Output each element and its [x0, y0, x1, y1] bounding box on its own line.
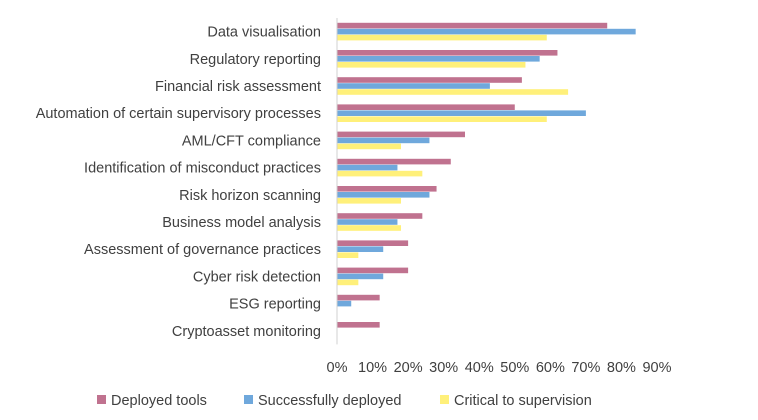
bar-successfully-deployed-identification-of-misconduct-practices — [337, 164, 398, 171]
bar-successfully-deployed-assessment-of-governance-practices — [337, 246, 384, 252]
category-label-financial-risk-assessment: Financial risk assessment — [155, 79, 321, 95]
bar-successfully-deployed-cyber-risk-detection — [337, 273, 384, 280]
bar-deployed-tools-esg-reporting — [337, 294, 380, 301]
x-tick-label: 20% — [394, 360, 423, 376]
bar-successfully-deployed-aml-cft-compliance — [337, 137, 430, 144]
bar-deployed-tools-risk-horizon-scanning — [337, 186, 437, 192]
legend: Deployed tools Successfully deployed Criti… — [97, 393, 592, 409]
x-tick-label: 10% — [358, 360, 387, 376]
bar-critical-to-supervision-data-visualisation — [337, 34, 547, 41]
bar-critical-to-supervision-assessment-of-governance-practices — [337, 252, 359, 258]
bar-deployed-tools-business-model-analysis — [337, 213, 423, 219]
bar-deployed-tools-automation-of-certain-supervisory-processes — [337, 104, 515, 110]
bar-critical-to-supervision-aml-cft-compliance — [337, 143, 401, 150]
category-label-cyber-risk-detection: Cyber risk detection — [193, 269, 321, 285]
bar-deployed-tools-identification-of-misconduct-practices — [337, 158, 451, 165]
category-label-cryptoasset-monitoring: Cryptoasset monitoring — [172, 324, 321, 340]
x-tick-label: 30% — [429, 360, 458, 376]
x-tick-label: 0% — [327, 360, 348, 376]
category-label-data-visualisation: Data visualisation — [207, 25, 321, 41]
bar-successfully-deployed-esg-reporting — [337, 300, 352, 307]
bar-critical-to-supervision-identification-of-misconduct-practices — [337, 170, 423, 177]
bar-critical-to-supervision-financial-risk-assessment — [337, 89, 569, 95]
legend-label-critical-to-supervision: Critical to supervision — [454, 393, 592, 409]
category-label-esg-reporting: ESG reporting — [229, 297, 321, 313]
bar-successfully-deployed-data-visualisation — [337, 28, 636, 35]
category-label-aml-cft-compliance: AML/CFT compliance — [182, 133, 321, 149]
legend-label-deployed-tools: Deployed tools — [111, 393, 207, 409]
x-tick-label: 50% — [500, 360, 529, 376]
bar-successfully-deployed-automation-of-certain-supervisory-processes — [337, 110, 586, 116]
bar-critical-to-supervision-risk-horizon-scanning — [337, 198, 401, 204]
x-tick-labels: 0% 10% 20% 30% 40% 50% 60% 70% 80% 90% — [327, 360, 672, 376]
x-tick-label: 70% — [571, 360, 600, 376]
category-label-business-model-analysis: Business model analysis — [162, 215, 321, 231]
category-label-automation-of-certain-supervisory-processes: Automation of certain supervisory proces… — [36, 106, 321, 122]
x-tick-label: 60% — [536, 360, 565, 376]
bar-successfully-deployed-financial-risk-assessment — [337, 83, 490, 89]
category-label-regulatory-reporting: Regulatory reporting — [190, 52, 321, 68]
bar-deployed-tools-cyber-risk-detection — [337, 267, 409, 274]
bar-deployed-tools-assessment-of-governance-practices — [337, 240, 409, 246]
bar-critical-to-supervision-cyber-risk-detection — [337, 279, 359, 286]
bar-critical-to-supervision-regulatory-reporting — [337, 62, 526, 68]
category-label-assessment-of-governance-practices: Assessment of governance practices — [84, 242, 321, 258]
bar-deployed-tools-regulatory-reporting — [337, 50, 558, 56]
legend-swatch-successfully-deployed — [244, 395, 253, 404]
bars-group — [337, 22, 636, 328]
category-labels: Data visualisation Regulatory reporting Fi… — [36, 25, 321, 340]
bar-deployed-tools-data-visualisation — [337, 22, 608, 29]
bar-deployed-tools-cryptoasset-monitoring — [337, 322, 380, 328]
bar-critical-to-supervision-automation-of-certain-supervisory-processes — [337, 116, 547, 122]
legend-swatch-deployed-tools — [97, 395, 106, 404]
legend-swatch-critical-to-supervision — [440, 395, 449, 404]
bar-deployed-tools-aml-cft-compliance — [337, 131, 465, 138]
bar-successfully-deployed-business-model-analysis — [337, 219, 398, 225]
bar-deployed-tools-financial-risk-assessment — [337, 77, 522, 83]
category-label-identification-of-misconduct-practices: Identification of misconduct practices — [84, 161, 321, 177]
category-label-risk-horizon-scanning: Risk horizon scanning — [179, 188, 321, 204]
x-tick-label: 80% — [607, 360, 636, 376]
bar-critical-to-supervision-business-model-analysis — [337, 225, 401, 231]
bar-successfully-deployed-risk-horizon-scanning — [337, 192, 430, 198]
legend-label-successfully-deployed: Successfully deployed — [258, 393, 401, 409]
x-tick-label: 40% — [465, 360, 494, 376]
bar-successfully-deployed-regulatory-reporting — [337, 56, 540, 62]
x-tick-label: 90% — [642, 360, 671, 376]
